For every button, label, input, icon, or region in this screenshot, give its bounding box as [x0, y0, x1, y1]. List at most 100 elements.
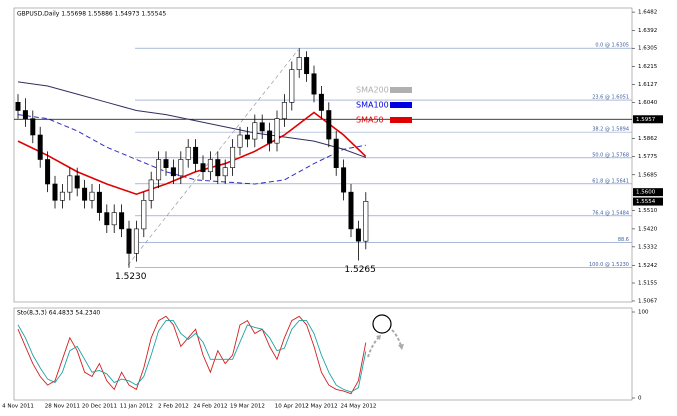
x-tick-label: 4 Nov 2011	[2, 404, 34, 410]
candle-body	[119, 212, 125, 230]
candle-body	[289, 69, 295, 103]
y-tick-label: 1.5067	[638, 298, 658, 304]
candle-body	[281, 102, 287, 119]
y-tick-label: 1.6127	[638, 82, 658, 88]
candle-body	[355, 228, 361, 242]
candle-body	[89, 191, 95, 201]
legend-swatch	[390, 117, 412, 123]
candle-body	[104, 212, 110, 226]
candle-body	[126, 228, 132, 254]
candle-body	[141, 200, 147, 230]
x-tick-label: 11 Jan 2012	[120, 404, 153, 410]
candle-body	[178, 159, 184, 177]
price-marker	[633, 115, 663, 124]
price-annotation: 1.5230	[115, 272, 147, 282]
x-tick-label: 2 Feb 2012	[158, 404, 189, 410]
candle-body	[59, 191, 65, 201]
main-frame	[13, 7, 633, 303]
moving-average	[17, 114, 366, 185]
candle-body	[259, 122, 265, 132]
osc-tick-label: 0	[638, 396, 642, 402]
price-marker	[633, 188, 663, 197]
candle-body	[148, 179, 154, 201]
x-tick-label: 10 Apr 2012	[275, 404, 309, 410]
fib-label: 50.0 @ 1.5768	[592, 152, 629, 158]
y-tick-label: 1.5420	[638, 226, 658, 232]
candle-body	[333, 138, 339, 168]
legend-swatch	[390, 102, 412, 108]
candle-body	[30, 118, 36, 136]
candle-body	[304, 57, 310, 75]
candle-body	[96, 191, 102, 213]
fib-label: 23.6 @ 1.6051	[592, 95, 629, 101]
candle-body	[341, 167, 347, 193]
x-tick-label: 2 May 2012	[305, 404, 337, 410]
fib-label: 38.2 @ 1.5894	[592, 127, 629, 133]
candle-body	[74, 175, 80, 189]
y-tick-label: 1.6040	[638, 100, 658, 106]
circle-marker	[372, 314, 392, 334]
candle-body	[215, 159, 221, 177]
y-tick-label: 1.6305	[638, 46, 658, 52]
fib-label: 76.4 @ 1.5484	[592, 210, 629, 216]
candle-body	[15, 102, 21, 111]
candle-body	[363, 201, 369, 242]
candle-body	[67, 175, 73, 193]
oscillator-line	[17, 315, 367, 395]
fib-label: 100.0 @ 1.5230	[589, 262, 629, 268]
candle-body	[207, 159, 213, 173]
oscillator-line	[17, 320, 367, 393]
candle-body	[111, 212, 117, 226]
candle-body	[311, 73, 317, 95]
y-tick-label: 1.6215	[638, 64, 658, 70]
fib-label: 61.8 @ 1.5641	[592, 178, 629, 184]
candle-body	[267, 130, 273, 144]
x-tick-label: 20 Dec 2011	[82, 404, 117, 410]
candle-body	[193, 146, 199, 164]
candle-body	[200, 163, 206, 173]
candle-body	[318, 93, 324, 111]
legend-swatch	[390, 87, 412, 93]
y-tick-label: 1.5685	[638, 172, 658, 178]
price-marker-label: 1.5554	[636, 199, 656, 205]
candle-body	[52, 183, 58, 201]
fib-label: 0.0 @ 1.6305	[595, 43, 629, 49]
oscillator-title: Sto(8,3,3) 64.4833 54.2340	[17, 310, 100, 317]
candle-body	[82, 187, 88, 201]
candle-body	[230, 146, 236, 168]
candle-body	[156, 159, 162, 181]
candle-body	[37, 134, 43, 160]
candle-body	[45, 159, 51, 185]
candle-body	[274, 118, 280, 144]
candle-body	[133, 228, 139, 254]
candle-body	[185, 146, 191, 160]
fib-label: 88.6	[618, 237, 629, 243]
x-tick-label: 24 May 2012	[340, 404, 376, 410]
x-tick-label: 19 Mar 2012	[230, 404, 265, 410]
x-tick-label: 28 Nov 2011	[45, 404, 80, 410]
legend-label: SMA200	[356, 86, 389, 95]
candle-body	[296, 57, 302, 70]
candle-body	[222, 167, 228, 177]
osc-tick-label: 100	[638, 310, 649, 316]
candle-body	[22, 110, 28, 119]
arrow-head	[398, 344, 404, 350]
price-annotation: 1.5265	[344, 265, 376, 275]
y-tick-label: 1.6392	[638, 28, 657, 34]
y-tick-label: 1.5242	[638, 263, 657, 269]
trend-line	[127, 49, 299, 266]
candle-body	[244, 134, 250, 140]
candle-body	[252, 122, 258, 140]
candle-body	[348, 191, 354, 230]
legend-label: SMA100	[356, 101, 389, 110]
oscillator-frame	[13, 307, 633, 401]
y-tick-label: 1.5775	[638, 154, 658, 160]
x-tick-label: 24 Feb 2012	[193, 404, 227, 410]
y-tick-label: 1.5862	[638, 136, 657, 142]
candle-body	[326, 110, 332, 140]
price-marker-label: 1.5600	[636, 190, 656, 196]
candle-body	[237, 134, 243, 148]
price-marker-label: 1.5957	[636, 117, 656, 123]
price-marker	[633, 197, 663, 206]
